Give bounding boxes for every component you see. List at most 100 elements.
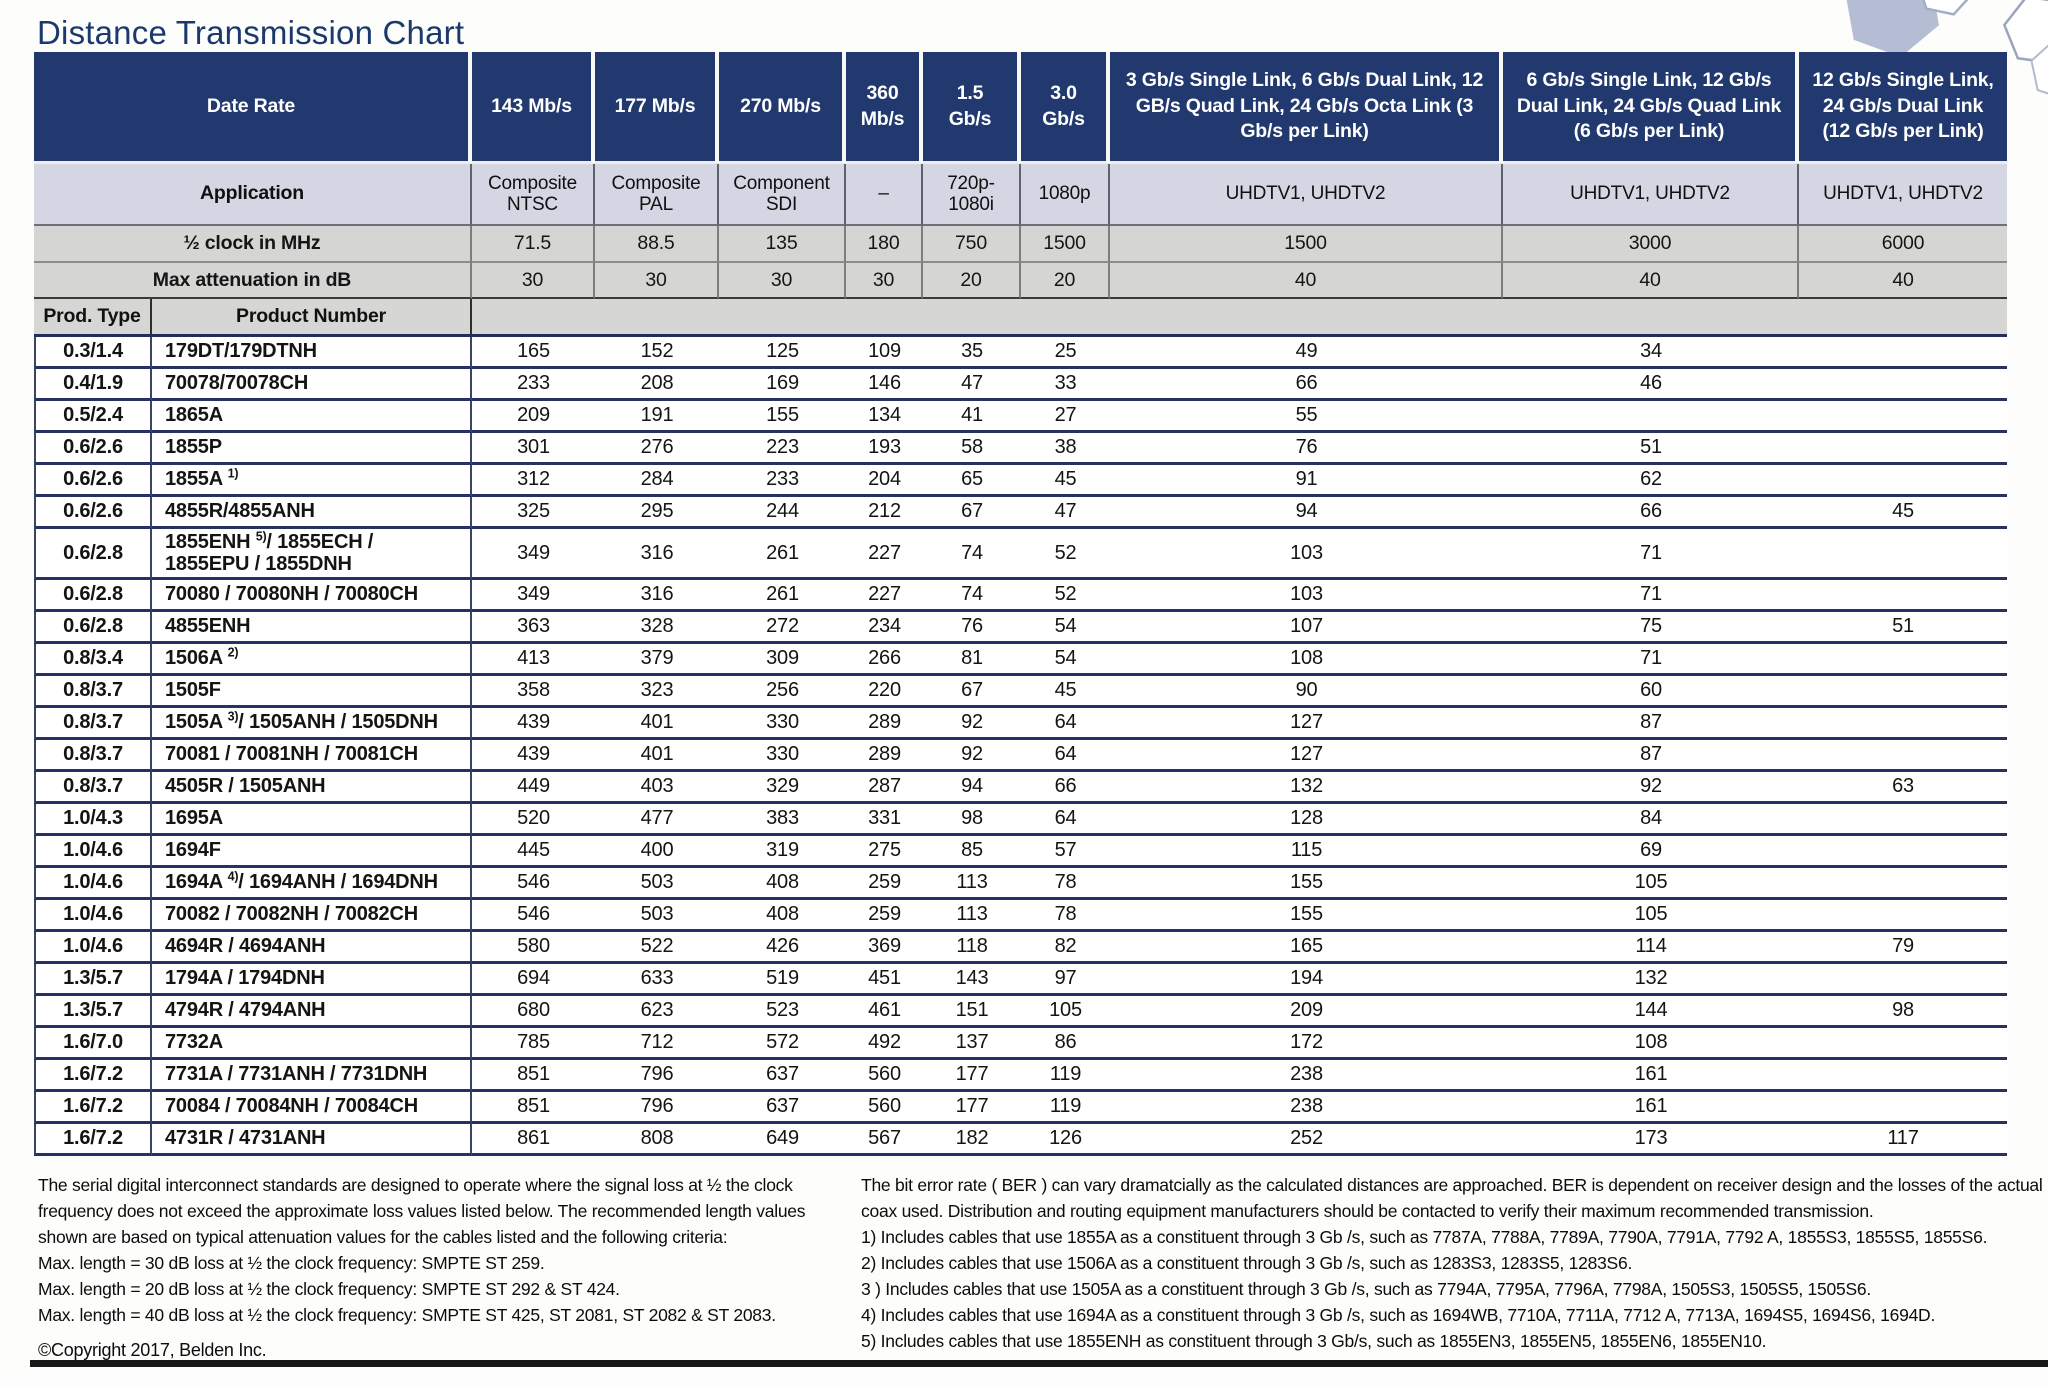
value-cell-1: 401: [595, 740, 719, 772]
value-cell-7: 51: [1503, 433, 1799, 465]
footnote-ref: 3): [227, 709, 239, 724]
value-cell-6: 108: [1110, 644, 1503, 676]
value-cell-8: [1799, 465, 2007, 497]
value-cell-8: [1799, 644, 2007, 676]
ber-note: The bit error rate ( BER ) can vary dram…: [861, 1175, 2043, 1221]
value-cell-6: 238: [1110, 1060, 1503, 1092]
value-cell-3: 287: [846, 772, 923, 804]
value-cell-2: 572: [719, 1028, 846, 1060]
value-cell-5: 126: [1021, 1124, 1110, 1156]
value-cell-6: 194: [1110, 964, 1503, 996]
product-number-header: Product Number: [152, 299, 472, 337]
value-cell-8: 63: [1799, 772, 2007, 804]
value-cell-5: 64: [1021, 740, 1110, 772]
value-cell-6: 252: [1110, 1124, 1503, 1156]
value-cell-6: 90: [1110, 676, 1503, 708]
value-cell-5: 86: [1021, 1028, 1110, 1060]
value-cell-3: 193: [846, 433, 923, 465]
value-cell-0: 785: [472, 1028, 595, 1060]
value-cell-7: 105: [1503, 900, 1799, 932]
value-cell-1: 633: [595, 964, 719, 996]
prod-type-cell: 0.6/2.8: [34, 580, 152, 612]
value-cell-8: [1799, 964, 2007, 996]
copyright: ©Copyright 2017, Belden Inc.: [38, 1340, 267, 1360]
product-row-11: 0.8/3.7 1505A 3)/ 1505ANH / 1505DNH 439 401…: [34, 708, 2007, 740]
value-cell-3: 259: [846, 900, 923, 932]
half-clock-col-2: 135: [719, 226, 846, 263]
numbered-footnote-0: 1) Includes cables that use 1855A as a c…: [861, 1227, 1988, 1247]
header-row-application: Application Composite NTSC Composite PAL Co…: [34, 164, 2007, 226]
prod-type-cell: 0.6/2.6: [34, 465, 152, 497]
prod-type-cell: 0.3/1.4: [34, 337, 152, 369]
value-cell-2: 383: [719, 804, 846, 836]
footnote-ref: 5): [255, 529, 267, 543]
value-cell-7: 87: [1503, 740, 1799, 772]
product-number-cell: 4855R/4855ANH: [152, 497, 472, 529]
decorative-hexagons: [1845, 0, 2048, 101]
footnote-left-block: The serial digital interconnect standard…: [38, 1172, 844, 1363]
value-cell-2: 223: [719, 433, 846, 465]
value-cell-3: 227: [846, 529, 923, 580]
product-row-21: 1.6/7.0 7732A 785 712 572 492 137 86 172 108: [34, 1028, 2007, 1060]
footnote-ref: 4): [227, 869, 239, 884]
numbered-footnote-2: 3 ) Includes cables that use 1505A as a …: [861, 1279, 1871, 1299]
value-cell-5: 64: [1021, 804, 1110, 836]
value-cell-3: 369: [846, 932, 923, 964]
value-cell-8: [1799, 529, 2007, 580]
prod-type-cell: 1.3/5.7: [34, 996, 152, 1028]
value-cell-3: 289: [846, 740, 923, 772]
product-row-22: 1.6/7.2 7731A / 7731ANH / 7731DNH 851 796 63…: [34, 1060, 2007, 1092]
value-cell-4: 35: [923, 337, 1021, 369]
value-cell-0: 413: [472, 644, 595, 676]
value-cell-7: 87: [1503, 708, 1799, 740]
prod-type-cell: 0.5/2.4: [34, 401, 152, 433]
value-cell-2: 125: [719, 337, 846, 369]
value-cell-6: 76: [1110, 433, 1503, 465]
value-cell-8: 79: [1799, 932, 2007, 964]
product-number-cell: 1794A / 1794DNH: [152, 964, 472, 996]
hexagon-outline-right: [2002, 0, 2048, 65]
value-cell-3: 212: [846, 497, 923, 529]
value-cell-3: 227: [846, 580, 923, 612]
prod-type-cell: 1.3/5.7: [34, 964, 152, 996]
value-cell-5: 82: [1021, 932, 1110, 964]
value-cell-0: 694: [472, 964, 595, 996]
half-clock-col-8: 6000: [1799, 226, 2007, 263]
value-cell-8: [1799, 1028, 2007, 1060]
value-cell-1: 323: [595, 676, 719, 708]
value-cell-1: 796: [595, 1092, 719, 1124]
product-number-cell: 7732A: [152, 1028, 472, 1060]
half-clock-col-1: 88.5: [595, 226, 719, 263]
prod-type-cell: 0.6/2.8: [34, 612, 152, 644]
half-clock-col-5: 1500: [1021, 226, 1110, 263]
value-cell-0: 233: [472, 369, 595, 401]
value-cell-6: 103: [1110, 529, 1503, 580]
value-cell-6: 103: [1110, 580, 1503, 612]
value-cell-1: 400: [595, 836, 719, 868]
half-clock-col-0: 71.5: [472, 226, 595, 263]
value-cell-8: [1799, 1092, 2007, 1124]
value-cell-8: [1799, 433, 2007, 465]
value-cell-2: 519: [719, 964, 846, 996]
value-cell-0: 851: [472, 1092, 595, 1124]
value-cell-2: 408: [719, 868, 846, 900]
date-rate-col-0: 143 Mb/s: [472, 52, 595, 164]
value-cell-3: 492: [846, 1028, 923, 1060]
value-cell-7: 132: [1503, 964, 1799, 996]
value-cell-0: 546: [472, 900, 595, 932]
table-body: Date Rate 143 Mb/s 177 Mb/s 270 Mb/s 360 Mb/…: [34, 52, 2007, 1156]
numbered-footnote-4: 5) Includes cables that use 1855ENH as c…: [861, 1331, 1767, 1351]
value-cell-1: 152: [595, 337, 719, 369]
half-clock-col-7: 3000: [1503, 226, 1799, 263]
product-number-cell: 1855ENH 5)/ 1855ECH / 1855EPU / 1855DNH: [152, 529, 472, 580]
numbered-footnote-1: 2) Includes cables that use 1506A as a c…: [861, 1253, 1633, 1273]
product-row-16: 1.0/4.6 1694A 4)/ 1694ANH / 1694DNH 546 503…: [34, 868, 2007, 900]
value-cell-8: [1799, 676, 2007, 708]
value-cell-6: 49: [1110, 337, 1503, 369]
value-cell-7: 108: [1503, 1028, 1799, 1060]
value-cell-2: 330: [719, 740, 846, 772]
application-col-0: Composite NTSC: [472, 164, 595, 226]
date-rate-col-3: 360 Mb/s: [846, 52, 923, 164]
prod-type-cell: 0.8/3.7: [34, 772, 152, 804]
value-cell-5: 105: [1021, 996, 1110, 1028]
